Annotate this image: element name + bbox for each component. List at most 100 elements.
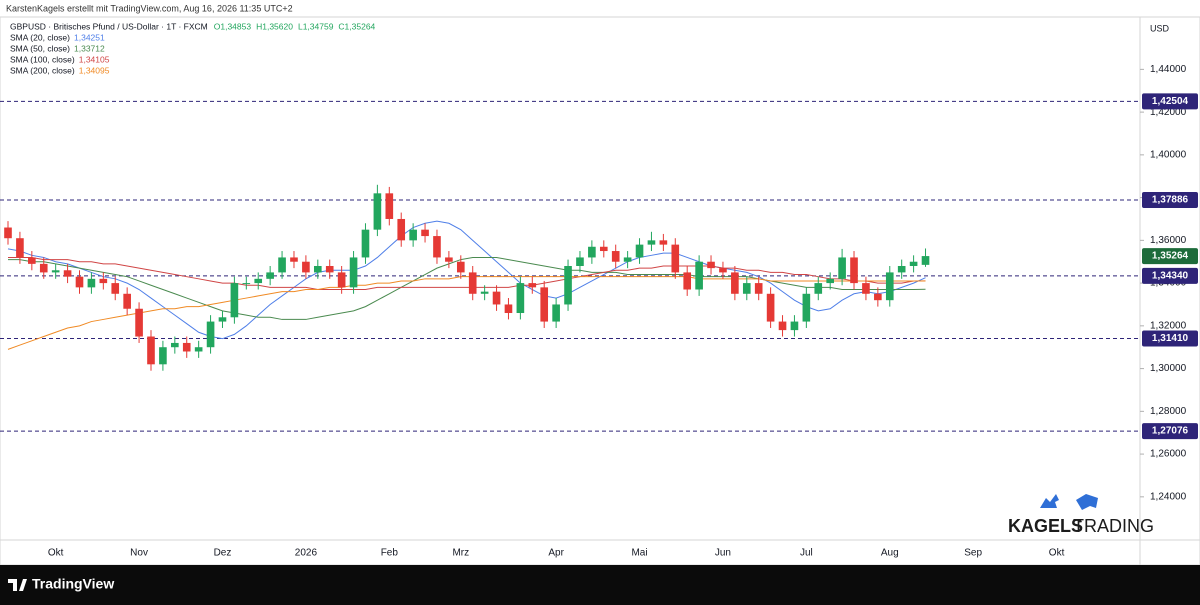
candle-body	[599, 246, 608, 252]
level-box	[1142, 192, 1198, 209]
level-label: 1,42504	[1152, 96, 1189, 107]
x-tick-label: Sep	[964, 548, 982, 559]
candle-body	[302, 261, 310, 273]
candle-body	[754, 283, 763, 294]
ohlc-value: O1,34853	[214, 21, 252, 31]
level-box	[1142, 423, 1198, 440]
candle-body	[528, 283, 537, 288]
candle-body	[242, 283, 251, 285]
y-tick-label: 1,42000	[1150, 107, 1187, 118]
candle-body	[87, 278, 96, 288]
candle-body	[838, 257, 846, 279]
legend-label: SMA (50, close)	[10, 43, 70, 53]
brand: TradingView	[32, 576, 114, 592]
candle-body	[4, 227, 12, 239]
chart-title: GBPUSD · Britisches Pfund / US-Dollar · …	[10, 21, 208, 31]
sma-line	[7, 276, 926, 350]
x-tick-label: Jul	[800, 548, 813, 559]
candle-body	[111, 283, 120, 294]
legend-value: 1,34105	[79, 54, 110, 64]
candle-body	[433, 236, 441, 258]
y-tick-label: 1,36000	[1150, 235, 1187, 246]
candle-body	[790, 321, 799, 331]
candle-body	[397, 218, 406, 241]
level-label: 1,37886	[1152, 195, 1189, 206]
candle-body	[51, 270, 60, 273]
candle-body	[385, 193, 394, 219]
watermark: KAGELS TRADING	[1008, 494, 1154, 536]
candle-body	[171, 342, 179, 348]
candle-body	[409, 229, 417, 241]
level-label: 1,31410	[1152, 333, 1189, 344]
level-label: 1,27076	[1152, 426, 1189, 437]
candle-body	[742, 283, 751, 294]
candle-body	[802, 293, 811, 322]
ohlc-value: H1,35620	[256, 21, 293, 31]
candle-body	[456, 261, 465, 273]
level-box	[1142, 330, 1198, 347]
legend-label: SMA (100, close)	[10, 54, 75, 64]
candle-body	[683, 272, 692, 290]
x-tick-label: Nov	[130, 548, 148, 559]
footer-bar	[0, 565, 1200, 605]
candle-body	[445, 257, 453, 262]
y-tick-label: 1,44000	[1150, 64, 1187, 75]
candle-body	[230, 283, 239, 318]
candle-body	[254, 278, 263, 284]
sma-line	[7, 220, 926, 340]
candle-body	[516, 283, 525, 314]
candle-body	[564, 265, 572, 305]
candle-body	[135, 308, 143, 337]
candle-body	[862, 283, 870, 294]
candle-body	[826, 278, 835, 284]
y-tick-label: 1,32000	[1150, 320, 1187, 331]
candle-body	[576, 257, 584, 266]
y-tick-label: 1,40000	[1150, 149, 1187, 160]
candle-body	[635, 244, 644, 258]
candle-body	[63, 270, 72, 277]
candle-body	[182, 342, 191, 352]
candle-body	[325, 265, 334, 273]
candle-body	[552, 304, 560, 322]
candle-body	[909, 261, 918, 266]
candle-body	[850, 257, 858, 284]
legend-value: 1,33712	[74, 43, 105, 53]
candle-body	[588, 246, 596, 258]
level-box	[1142, 267, 1198, 284]
candle-body	[16, 238, 24, 258]
y-tick-label: 1,26000	[1150, 449, 1187, 460]
x-tick-label: Aug	[881, 548, 899, 559]
attribution: KarstenKagels erstellt mit TradingView.c…	[6, 3, 293, 13]
candle-body	[373, 193, 382, 230]
x-tick-label: Feb	[381, 548, 399, 559]
bull-icon	[1040, 494, 1059, 508]
candle-body	[290, 257, 298, 262]
candle-body	[468, 272, 477, 294]
x-tick-label: Jun	[715, 548, 731, 559]
x-tick-label: Mai	[631, 548, 647, 559]
candle-body	[814, 283, 823, 294]
plot-area	[0, 100, 1140, 432]
candle-body	[99, 278, 108, 284]
candle-body	[492, 291, 501, 305]
ohlc-value: L1,34759	[298, 21, 334, 31]
y-tick-label: 1,24000	[1150, 491, 1187, 502]
candle-body	[647, 240, 656, 245]
candle-body	[337, 272, 346, 288]
candle-body	[28, 257, 36, 264]
y-tick-label: 1,28000	[1150, 406, 1187, 417]
candle-body	[349, 257, 358, 288]
candle-body	[707, 261, 715, 269]
candle-body	[123, 293, 131, 309]
legend-value: 1,34095	[79, 65, 110, 75]
level-label: 1,34340	[1152, 270, 1189, 281]
watermark-regular: TRADING	[1073, 516, 1154, 536]
legend-label: SMA (20, close)	[10, 32, 70, 42]
candle-body	[778, 321, 787, 331]
legend: GBPUSD · Britisches Pfund / US-Dollar · …	[10, 21, 376, 75]
x-tick-label: Okt	[1049, 548, 1065, 559]
candle-body	[266, 272, 274, 279]
candle-body	[39, 263, 48, 273]
candle-body	[75, 276, 84, 288]
